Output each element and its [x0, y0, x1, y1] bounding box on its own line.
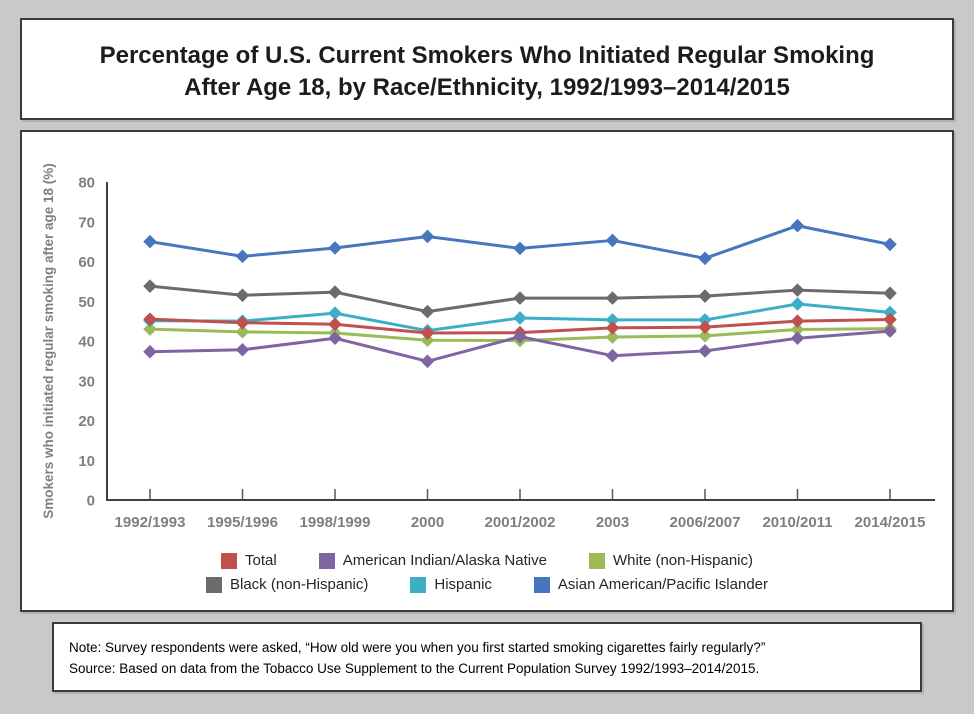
- series-marker: [143, 312, 157, 326]
- y-tick-label: 20: [78, 413, 95, 430]
- series-marker: [790, 322, 805, 337]
- x-tick-label: 2006/2007: [670, 514, 741, 531]
- series-marker: [328, 241, 342, 255]
- note-panel: Note: Survey respondents were asked, “Ho…: [52, 622, 922, 692]
- series-marker: [420, 304, 435, 319]
- legend-label: White (non-Hispanic): [612, 552, 753, 569]
- series-marker: [235, 325, 250, 339]
- legend-swatch: [533, 576, 550, 593]
- legend-swatch: [221, 552, 237, 569]
- y-axis-title: Smokers who initiated regular smoking af…: [41, 163, 56, 519]
- legend-label: Black (non-Hispanic): [229, 576, 369, 593]
- x-tick-label: 1992/1993: [115, 514, 186, 531]
- series-marker: [513, 241, 527, 256]
- series-marker: [328, 285, 342, 299]
- series-marker: [698, 320, 712, 334]
- series-marker: [235, 288, 250, 303]
- legend-row: Total American Indian/Alaska Native White …: [221, 552, 753, 569]
- legend-item: Asian American/Pacific Islander: [533, 576, 769, 593]
- series-marker: [605, 330, 620, 344]
- series-marker: [513, 291, 527, 305]
- series-marker: [235, 315, 250, 330]
- series-marker: [328, 306, 342, 320]
- legend-label: American Indian/Alaska Native: [342, 552, 547, 569]
- series-marker: [698, 344, 712, 358]
- series-marker: [883, 305, 897, 320]
- series-marker: [328, 331, 342, 346]
- x-tick-label: 2000: [411, 514, 444, 531]
- series-marker: [883, 324, 897, 338]
- y-tick-label: 0: [87, 493, 95, 510]
- y-tick-label: 60: [78, 254, 95, 271]
- source-line: Source: Based on data from the Tobacco U…: [69, 661, 760, 676]
- line-chart: 0 10 20 30 40 50 60 70 80 1992/1993 1995/1996 1998/…: [41, 163, 935, 531]
- legend-swatch: [588, 552, 605, 569]
- series-marker: [235, 342, 250, 357]
- legend-item: Hispanic: [410, 576, 492, 593]
- series-marker: [883, 237, 897, 252]
- series-marker: [420, 354, 435, 369]
- series-marker: [790, 297, 805, 311]
- series-marker: [420, 333, 435, 348]
- series-marker: [790, 314, 805, 328]
- series-marker: [328, 317, 342, 332]
- series-marker: [420, 229, 435, 244]
- legend-label: Asian American/Pacific Islander: [557, 576, 769, 593]
- legend-item: Total: [221, 552, 277, 569]
- series-marker: [698, 313, 712, 327]
- series-marker: [235, 249, 250, 264]
- legend-item: American Indian/Alaska Native: [318, 552, 547, 569]
- series-marker: [605, 313, 620, 327]
- page-title: Percentage of U.S. Current Smokers Who I…: [22, 40, 952, 104]
- series-marker: [143, 322, 157, 336]
- note-line: Note: Survey respondents were asked, “Ho…: [69, 640, 766, 655]
- legend-swatch: [410, 576, 427, 593]
- series-marker: [143, 344, 157, 359]
- legend-item: White (non-Hispanic): [588, 552, 753, 569]
- y-tick-label: 10: [78, 453, 95, 470]
- series-marker: [605, 321, 620, 335]
- series-marker: [698, 329, 712, 343]
- page-title-line1: Percentage of U.S. Current Smokers Who I…: [99, 42, 875, 69]
- legend-row: Black (non-Hispanic) Hispanic Asian Americ…: [205, 576, 769, 593]
- legend-swatch: [318, 552, 335, 569]
- legend-item: Black (non-Hispanic): [205, 576, 369, 593]
- series-marker: [143, 279, 157, 293]
- legend-label: Hispanic: [434, 576, 492, 593]
- legend: Total American Indian/Alaska Native White …: [22, 552, 952, 593]
- series-marker: [883, 286, 897, 301]
- series-marker: [605, 348, 620, 363]
- x-tick-label: 2001/2002: [485, 514, 556, 531]
- series-marker: [883, 312, 897, 327]
- note-text: Note: Survey respondents were asked, “Ho…: [54, 624, 920, 679]
- series-marker: [790, 283, 805, 297]
- x-tick-label: 1995/1996: [207, 514, 278, 531]
- series-marker: [605, 233, 620, 248]
- y-tick-label: 40: [78, 334, 95, 351]
- series-marker: [790, 218, 805, 233]
- y-tick-label: 80: [78, 175, 95, 192]
- series-marker: [605, 291, 620, 305]
- series-marker: [698, 289, 712, 303]
- series-marker: [420, 326, 435, 340]
- y-tick-label: 70: [78, 214, 95, 231]
- chart-panel: 0 10 20 30 40 50 60 70 80 1992/1993 1995/1996 1998/…: [20, 130, 954, 612]
- y-tick-label: 50: [78, 294, 95, 311]
- series-marker: [513, 311, 527, 325]
- x-tick-label: 1998/1999: [300, 514, 371, 531]
- page-title-line2: After Age 18, by Race/Ethnicity, 1992/19…: [184, 74, 790, 101]
- series-marker: [698, 251, 712, 266]
- legend-swatch: [205, 576, 222, 593]
- title-panel: Percentage of U.S. Current Smokers Who I…: [20, 18, 954, 120]
- series-marker: [143, 234, 157, 249]
- legend-label: Total: [245, 552, 277, 569]
- y-tick-label: 30: [78, 373, 95, 390]
- x-tick-label: 2003: [596, 514, 629, 531]
- series-marker: [790, 331, 805, 346]
- x-tick-label: 2014/2015: [855, 514, 926, 531]
- axes: [106, 182, 935, 501]
- x-tick-label: 2010/2011: [762, 514, 832, 531]
